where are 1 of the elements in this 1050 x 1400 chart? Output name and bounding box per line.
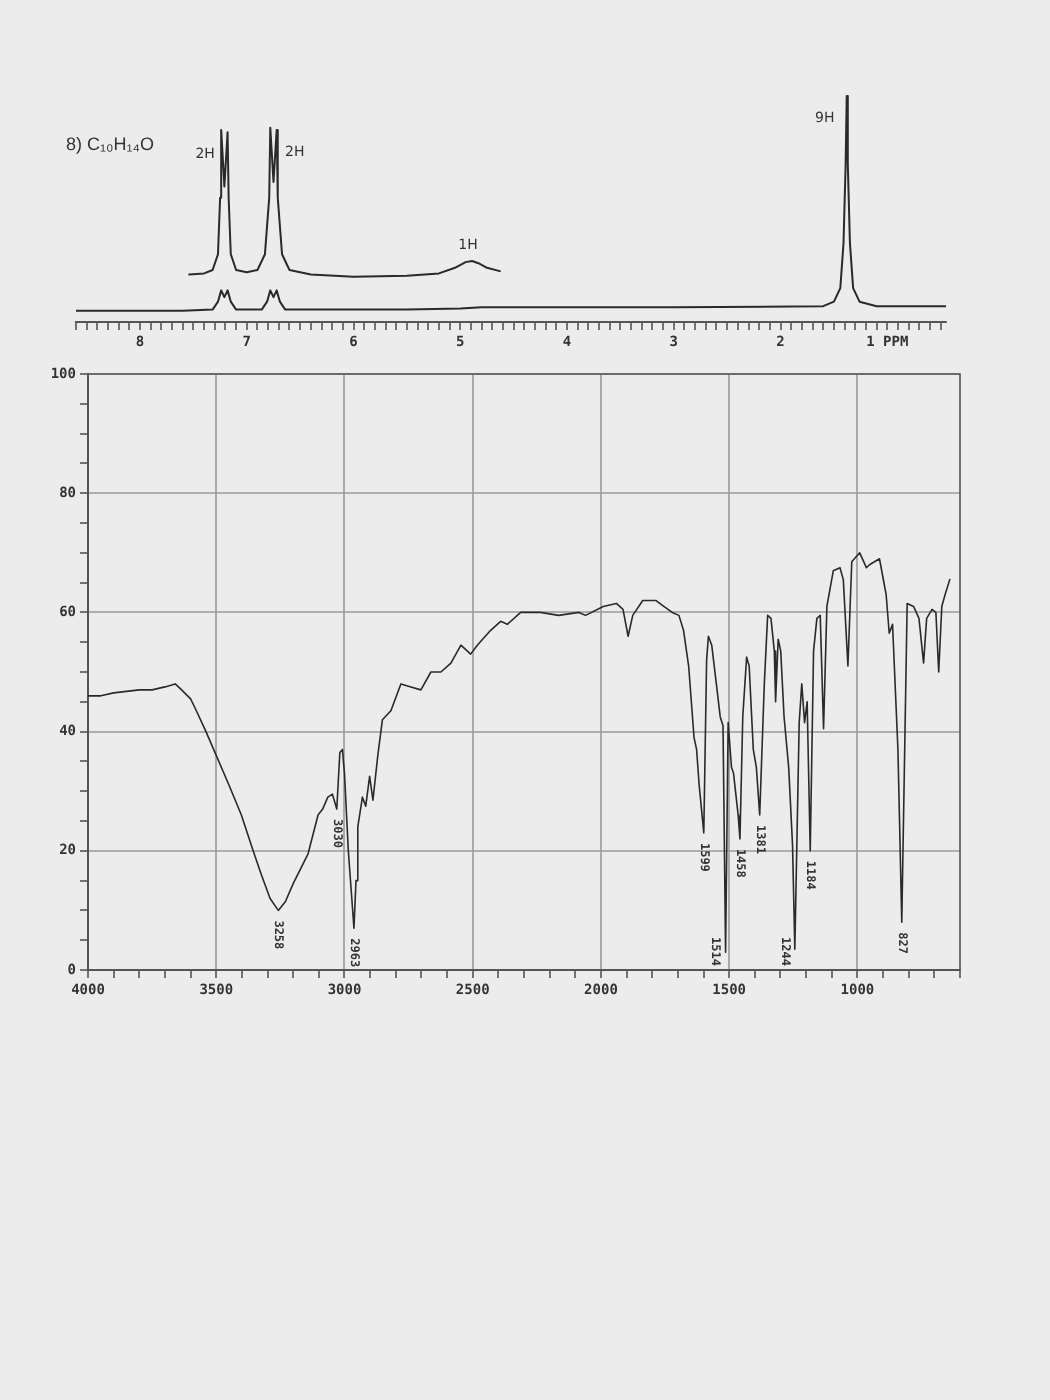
text: 8) C₁₀H₁₄O <box>66 134 154 154</box>
